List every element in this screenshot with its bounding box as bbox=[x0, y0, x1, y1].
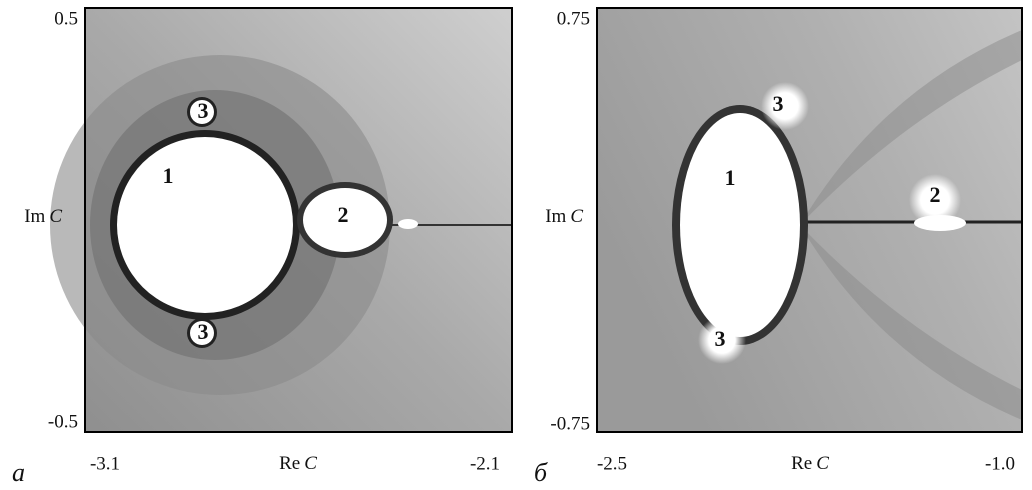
x-left-label: -2.5 bbox=[597, 453, 627, 474]
region-label: 3 bbox=[198, 319, 209, 344]
panel-letter: б bbox=[534, 458, 548, 487]
axis-var: C bbox=[570, 206, 583, 227]
axis-name: Re bbox=[791, 453, 812, 474]
axis-name: Re bbox=[279, 453, 300, 474]
region-label: 1 bbox=[725, 165, 736, 190]
x-right-label: -2.1 bbox=[470, 453, 500, 474]
axis-var: C bbox=[304, 453, 317, 474]
y-top-label: 0.5 bbox=[54, 8, 78, 29]
x-axis-label: Re C bbox=[791, 453, 829, 474]
axis-var: C bbox=[49, 206, 62, 227]
y-axis-label: Im C bbox=[545, 206, 583, 227]
x-left-label: -3.1 bbox=[90, 453, 120, 474]
x-right-label: -1.0 bbox=[985, 453, 1015, 474]
region-label: 3 bbox=[715, 326, 726, 351]
panel-b-image bbox=[596, 7, 1023, 433]
region-label: 2 bbox=[930, 182, 941, 207]
axis-var: C bbox=[816, 453, 829, 474]
axis-name: Im bbox=[545, 206, 566, 227]
axis-name: Im bbox=[24, 206, 45, 227]
region-label: 3 bbox=[773, 91, 784, 116]
region-label: 3 bbox=[198, 98, 209, 123]
panel-letter: a bbox=[12, 458, 25, 487]
y-axis-label: Im C bbox=[24, 206, 62, 227]
panel-a-image bbox=[50, 7, 513, 433]
y-bottom-label: -0.75 bbox=[550, 413, 590, 434]
region-label: 2 bbox=[338, 202, 349, 227]
y-top-label: 0.75 bbox=[557, 8, 590, 29]
region-label: 1 bbox=[163, 163, 174, 188]
y-bottom-label: -0.5 bbox=[48, 411, 78, 432]
x-axis-label: Re C bbox=[279, 453, 317, 474]
